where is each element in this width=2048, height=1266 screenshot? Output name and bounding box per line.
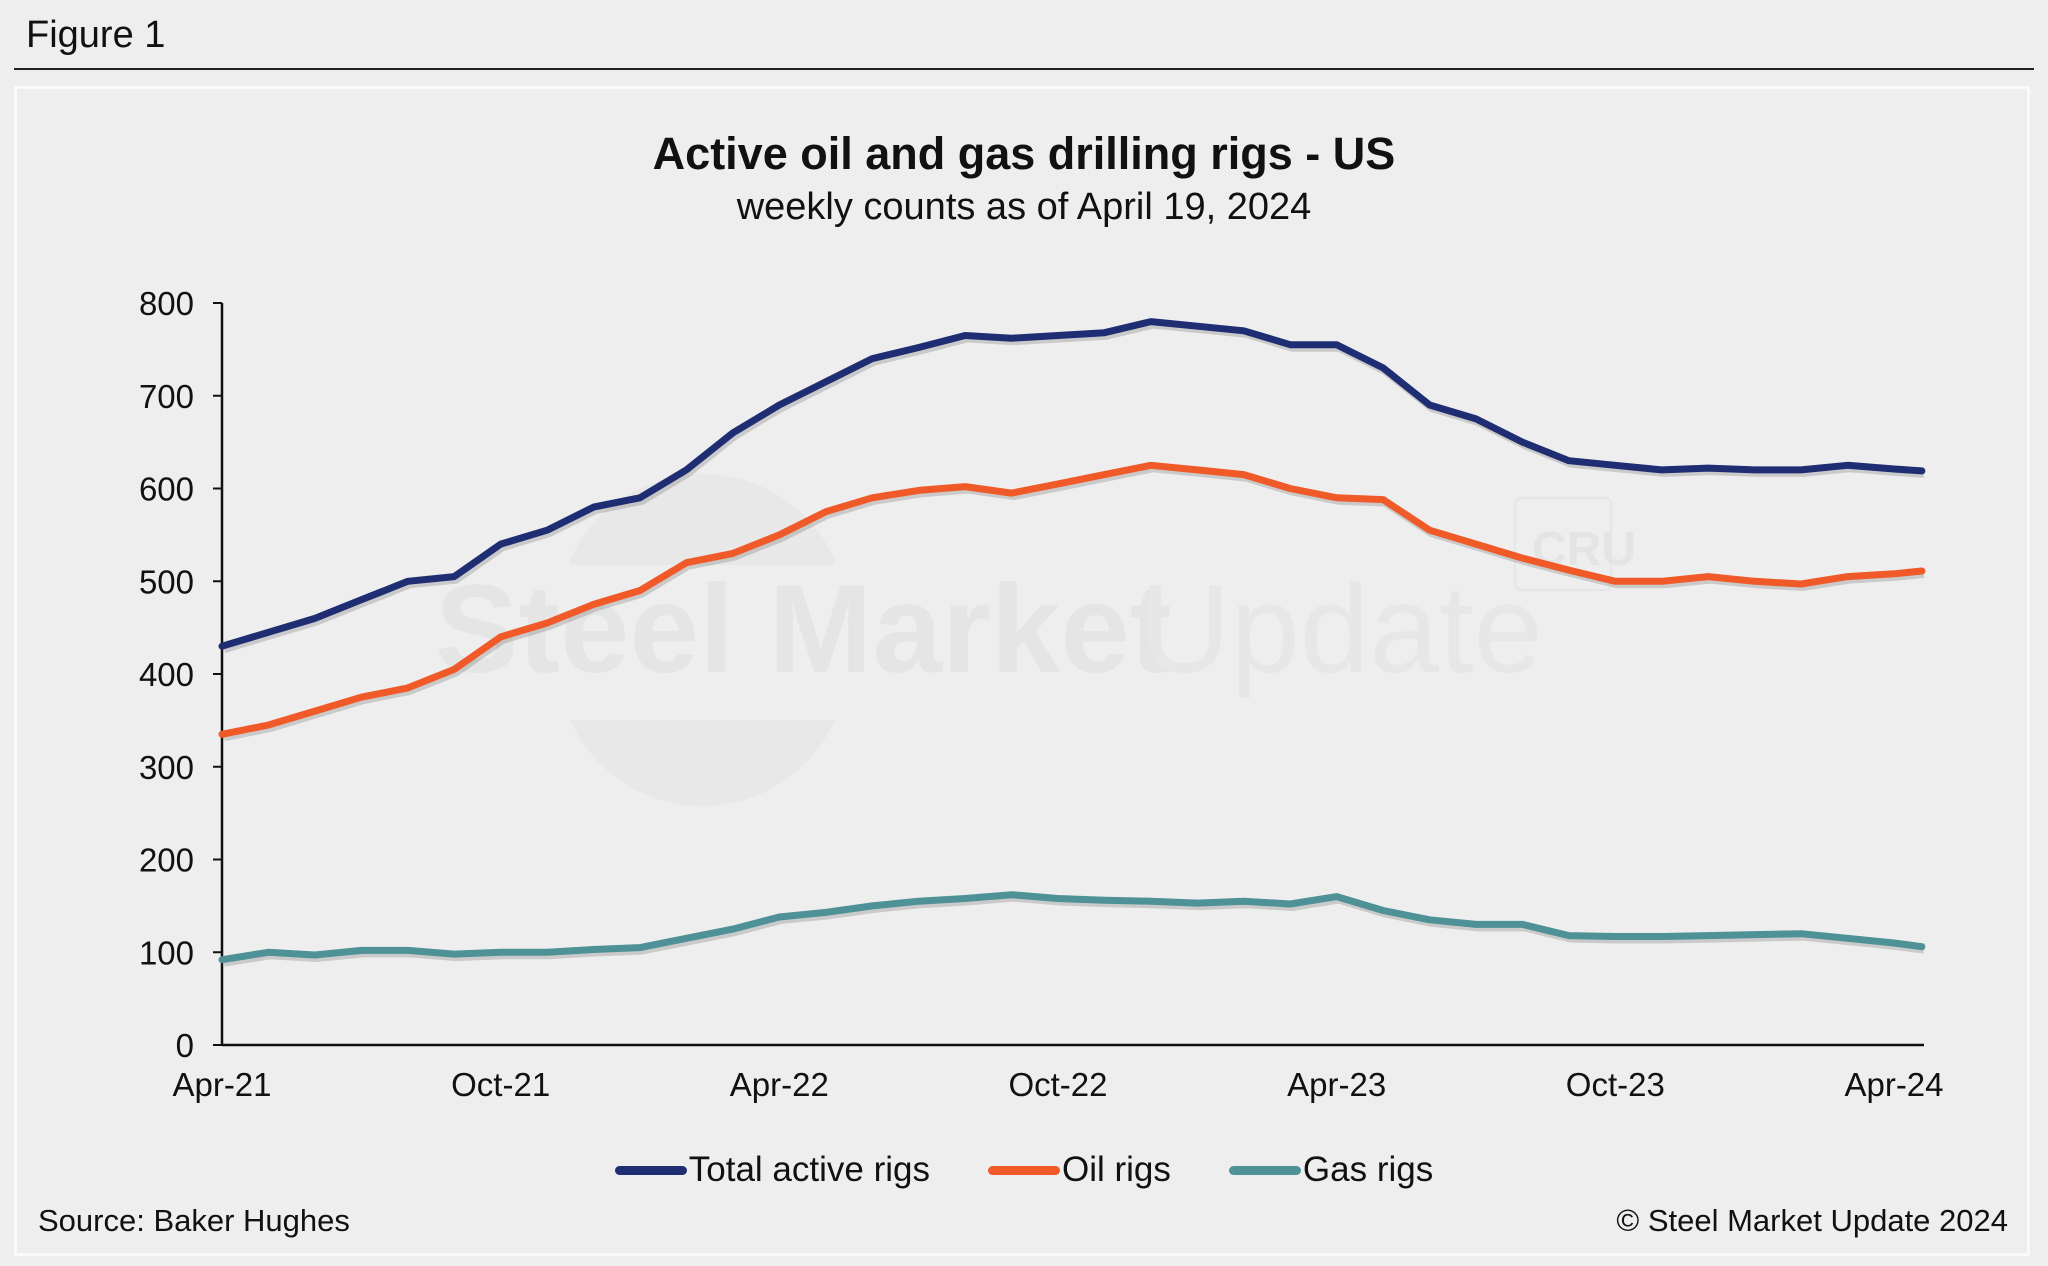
- legend-swatch-total: [614, 1165, 687, 1175]
- figure-divider: [14, 68, 2034, 70]
- chart-axes: 0 100 200 300 400 500 600 700 800 Apr-21 Oct-21 Apr…: [139, 285, 1944, 1103]
- figure-label: Figure 1: [26, 14, 166, 56]
- y-tick-label: 800: [139, 285, 194, 322]
- y-tick-label: 100: [139, 934, 194, 971]
- series-line-total-active-rigs: [218, 318, 1926, 650]
- legend-swatch-oil: [988, 1165, 1060, 1175]
- series-line-gas-rigs: [218, 891, 1926, 964]
- legend-item-gas: Gas rigs: [1228, 1150, 1434, 1190]
- legend-item-total: Total active rigs: [614, 1150, 930, 1190]
- series-line-oil-rigs: [218, 461, 1926, 738]
- watermark-logo: Steel Market Update CRU: [435, 473, 1636, 807]
- x-tick-label: Oct-21: [451, 1066, 550, 1103]
- copyright-note: © Steel Market Update 2024: [1616, 1203, 2008, 1238]
- y-tick-label: 700: [139, 378, 194, 415]
- chart-panel: [14, 86, 2030, 1256]
- legend-label-gas: Gas rigs: [1302, 1150, 1434, 1189]
- y-tick-label: 300: [139, 749, 194, 786]
- chart-subtitle: weekly counts as of April 19, 2024: [736, 186, 1312, 228]
- x-tick-label: Oct-23: [1566, 1066, 1665, 1103]
- watermark-arc-top: [570, 473, 835, 565]
- chart-legend: Total active rigs Oil rigs Gas rigs: [0, 1150, 2048, 1190]
- y-tick-label: 200: [139, 842, 194, 879]
- x-tick-label: Oct-22: [1008, 1066, 1107, 1103]
- watermark-text-light: Update: [1140, 560, 1543, 699]
- y-tick-label: 600: [139, 471, 194, 508]
- legend-swatch-gas: [1228, 1165, 1301, 1175]
- x-tick-label: Apr-23: [1287, 1066, 1386, 1103]
- y-tick-label: 0: [176, 1027, 194, 1064]
- legend-item-oil: Oil rigs: [988, 1150, 1171, 1190]
- watermark-badge-frame: [1514, 497, 1612, 591]
- x-tick-label: Apr-22: [730, 1066, 829, 1103]
- watermark-arc-bottom: [570, 720, 835, 807]
- y-tick-label: 400: [139, 656, 194, 693]
- chart-series: [218, 318, 1926, 967]
- watermark-text-bold: Steel Market: [435, 560, 1171, 699]
- source-note: Source: Baker Hughes: [38, 1203, 350, 1238]
- legend-label-oil: Oil rigs: [1062, 1150, 1171, 1189]
- legend-label-total: Total active rigs: [688, 1150, 930, 1189]
- x-tick-label: Apr-21: [172, 1066, 271, 1103]
- x-tick-label: Apr-24: [1844, 1066, 1943, 1103]
- y-tick-label: 500: [139, 563, 194, 600]
- chart-title: Active oil and gas drilling rigs - US: [652, 128, 1396, 179]
